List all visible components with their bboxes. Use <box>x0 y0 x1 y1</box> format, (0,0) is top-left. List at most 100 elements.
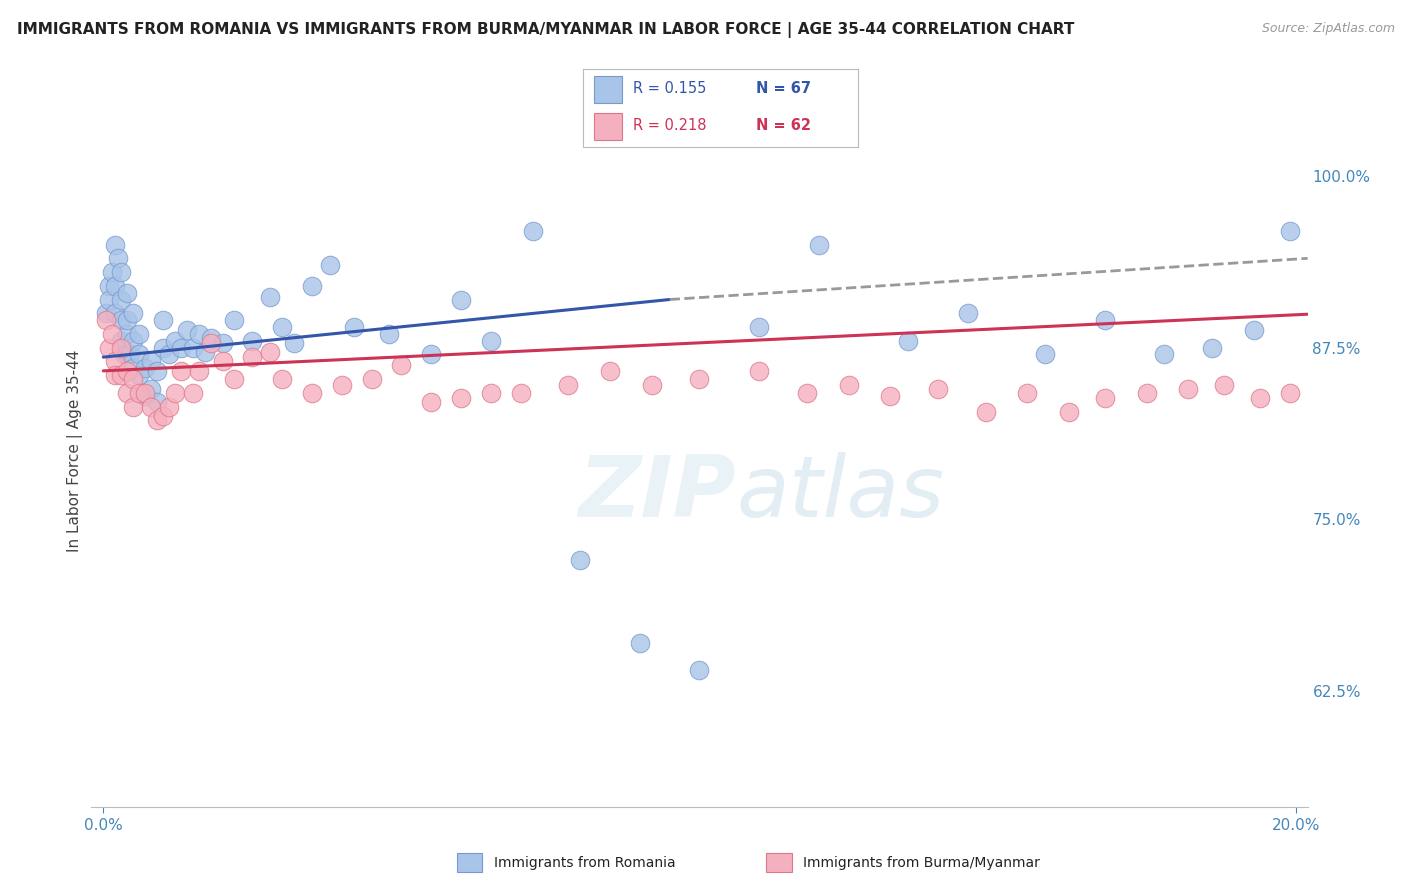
Point <box>122 372 145 386</box>
Point <box>259 290 281 304</box>
Point <box>748 320 770 334</box>
Point <box>115 326 138 341</box>
Point <box>211 336 233 351</box>
Point <box>420 395 443 409</box>
Point <box>101 326 124 341</box>
Point <box>104 368 127 382</box>
Point <box>479 334 502 348</box>
Point <box>146 413 169 427</box>
Point <box>163 385 186 400</box>
Point <box>1177 382 1199 396</box>
Point <box>107 252 129 266</box>
Point <box>1094 313 1116 327</box>
Text: N = 62: N = 62 <box>756 118 811 133</box>
Point <box>1094 392 1116 406</box>
Bar <box>595 76 621 103</box>
Point <box>115 313 138 327</box>
Point <box>115 364 138 378</box>
Point <box>110 313 132 327</box>
Point <box>139 382 162 396</box>
Text: R = 0.218: R = 0.218 <box>633 118 706 133</box>
Point <box>360 372 382 386</box>
Point <box>98 278 121 293</box>
Point <box>319 258 342 272</box>
Point <box>522 224 544 238</box>
Point <box>1278 224 1301 238</box>
Point <box>301 385 323 400</box>
Point <box>897 334 920 348</box>
Point <box>283 336 305 351</box>
Point <box>181 385 204 400</box>
Point <box>1308 359 1330 373</box>
Point <box>956 306 979 320</box>
Point <box>1344 344 1367 359</box>
Point <box>104 278 127 293</box>
Point <box>110 368 132 382</box>
Point <box>146 364 169 378</box>
Point <box>628 635 651 649</box>
Point <box>301 278 323 293</box>
Point <box>479 385 502 400</box>
Point <box>157 347 180 361</box>
Point <box>163 334 186 348</box>
Point <box>569 553 592 567</box>
Point <box>1374 336 1396 351</box>
Point <box>343 320 366 334</box>
Point <box>157 400 180 414</box>
Text: IMMIGRANTS FROM ROMANIA VS IMMIGRANTS FROM BURMA/MYANMAR IN LABOR FORCE | AGE 35: IMMIGRANTS FROM ROMANIA VS IMMIGRANTS FR… <box>17 22 1074 38</box>
Text: Immigrants from Romania: Immigrants from Romania <box>494 855 675 870</box>
Point <box>170 364 193 378</box>
Text: ZIP: ZIP <box>578 451 735 535</box>
Point <box>1201 341 1223 355</box>
Point <box>1017 385 1039 400</box>
Point <box>122 400 145 414</box>
Point <box>1243 323 1265 337</box>
Point <box>187 326 209 341</box>
Point <box>420 347 443 361</box>
Point <box>330 377 353 392</box>
Point <box>98 293 121 307</box>
Point <box>176 323 198 337</box>
Point <box>974 405 997 419</box>
Point <box>557 377 579 392</box>
Point <box>152 409 174 424</box>
Text: atlas: atlas <box>735 451 943 535</box>
Point <box>240 350 263 364</box>
Point <box>146 395 169 409</box>
Point <box>101 265 124 279</box>
Point <box>110 293 132 307</box>
Point <box>122 334 145 348</box>
Point <box>240 334 263 348</box>
Point <box>641 377 664 392</box>
Point <box>128 368 150 382</box>
Point <box>115 347 138 361</box>
Point <box>112 347 135 361</box>
Point <box>122 361 145 376</box>
Point <box>104 354 127 368</box>
Point <box>134 388 156 402</box>
Bar <box>595 112 621 140</box>
Point <box>104 306 127 320</box>
Point <box>139 400 162 414</box>
Point <box>450 392 472 406</box>
Point <box>181 341 204 355</box>
Point <box>1136 385 1159 400</box>
Point <box>152 341 174 355</box>
Point <box>110 334 132 348</box>
Point <box>1057 405 1080 419</box>
Point <box>271 372 294 386</box>
Point <box>450 293 472 307</box>
Point <box>96 306 118 320</box>
Point <box>1213 377 1236 392</box>
Point <box>170 341 193 355</box>
Point <box>748 364 770 378</box>
Point <box>927 382 949 396</box>
Point <box>1033 347 1056 361</box>
Point <box>688 663 710 677</box>
Point <box>110 265 132 279</box>
Point <box>1392 323 1406 337</box>
Point <box>1153 347 1175 361</box>
Point <box>110 341 132 355</box>
Point <box>115 385 138 400</box>
Point <box>98 341 121 355</box>
